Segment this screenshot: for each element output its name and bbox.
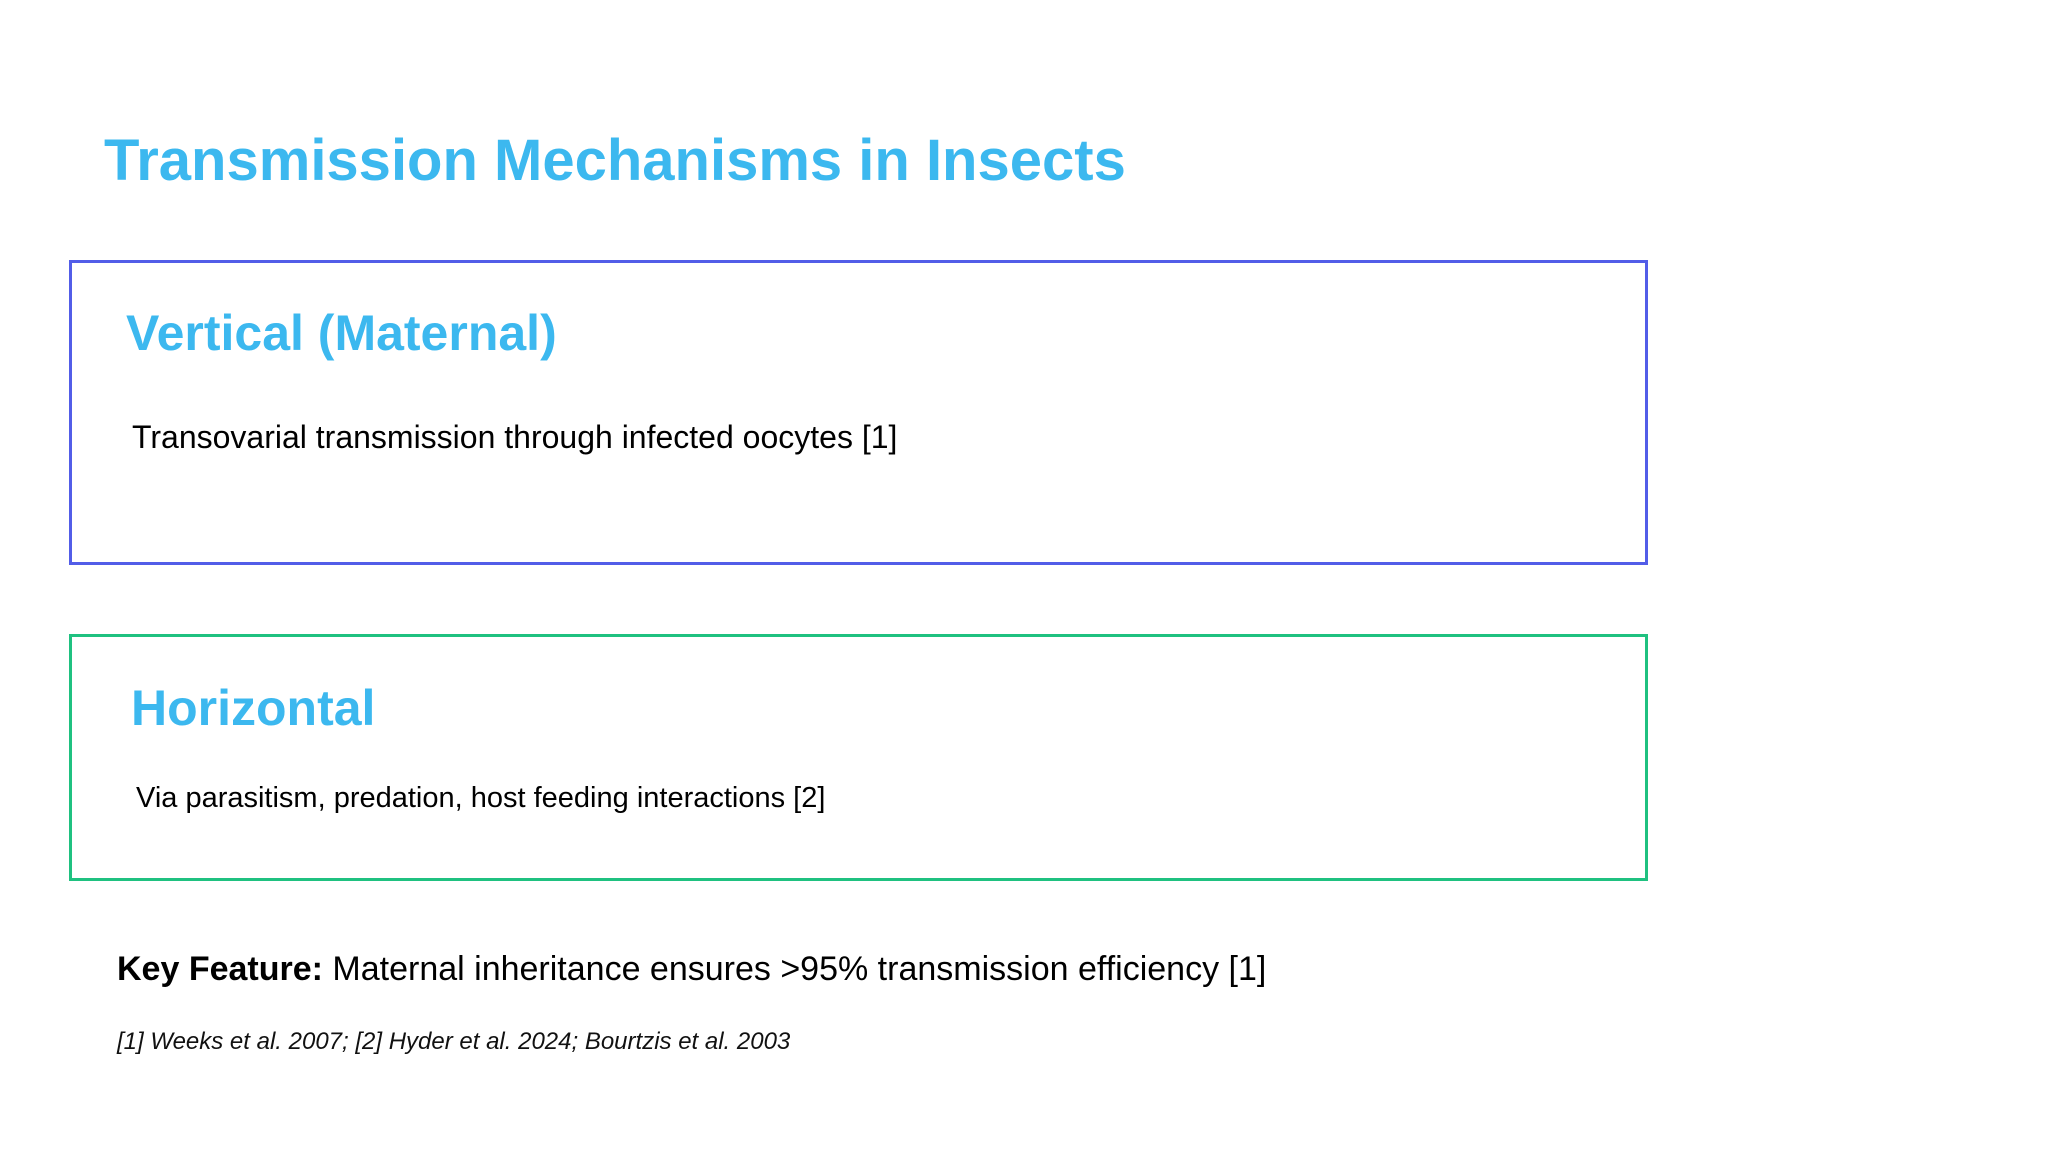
slide-title: Transmission Mechanisms in Insects [104,128,1126,193]
key-feature-label: Key Feature: [117,950,323,988]
horizontal-heading: Horizontal [131,680,376,736]
vertical-heading: Vertical (Maternal) [126,305,557,361]
horizontal-description: Via parasitism, predation, host feeding … [136,782,826,814]
key-feature: Key Feature: Maternal inheritance ensure… [117,949,1266,990]
vertical-transmission-box: Vertical (Maternal) Transovarial transmi… [69,260,1648,565]
horizontal-transmission-box: Horizontal Via parasitism, predation, ho… [69,634,1648,881]
key-feature-text: Maternal inheritance ensures >95% transm… [322,950,1267,988]
vertical-description: Transovarial transmission through infect… [132,419,898,455]
references: [1] Weeks et al. 2007; [2] Hyder et al. … [117,1028,791,1055]
